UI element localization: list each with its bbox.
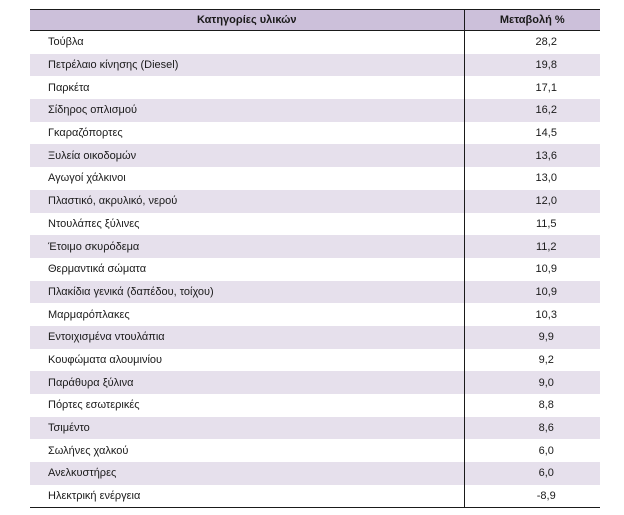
material-category-cell: Παράθυρα ξύλινα [30, 371, 465, 394]
table-row: Μαρμαρόπλακες 10,3 [30, 303, 600, 326]
material-category-cell: Ανελκυστήρες [30, 462, 465, 485]
table-row: Τσιμέντο 8,6 [30, 416, 600, 440]
table-row: Κουφώματα αλουμινίου 9,2 [30, 348, 600, 372]
material-category-cell: Αγωγοί χάλκινοι [30, 167, 465, 190]
change-percent-cell: 6,0 [464, 462, 600, 485]
table-row: Έτοιμο σκυρόδεμα 11,2 [30, 235, 600, 258]
material-category-cell: Παρκέτα [30, 76, 465, 100]
material-category-cell: Σωλήνες χαλκού [30, 439, 465, 463]
table-row: Ηλεκτρική ενέργεια -8,9 [30, 484, 600, 509]
change-percent-cell: 9,2 [538, 353, 554, 366]
table-row: Πλαστικό, ακρυλικό, νερού 12,0 [30, 189, 600, 213]
material-category-cell: Πλαστικό, ακρυλικό, νερού [30, 189, 465, 213]
change-percent-cell: 14,5 [535, 127, 557, 140]
change-percent-cell: 13,6 [464, 144, 600, 168]
material-category-cell: Γκαραζόπορτες [30, 121, 465, 145]
change-percent-cell: 19,8 [464, 53, 600, 77]
table-row: Θερμαντικά σώματα 10,9 [30, 257, 600, 281]
change-percent-cell: 12,0 [464, 189, 600, 213]
table-row: Πλακίδια γενικά (δαπέδου, τοίχου) 10,9 [30, 280, 600, 304]
change-percent-cell: 17,1 [535, 81, 557, 94]
table-row: Τούβλα 28,2 [30, 30, 600, 54]
change-percent-cell: -8,9 [464, 484, 600, 509]
change-percent-cell: 10,9 [464, 280, 600, 304]
change-percent-cell: 10,3 [535, 308, 557, 321]
material-category-cell: Θερμαντικά σώματα [30, 257, 465, 281]
change-percent-cell: 6,0 [538, 444, 554, 457]
table-row: Σωλήνες χαλκού 6,0 [30, 439, 600, 463]
table-row: Γκαραζόπορτες 14,5 [30, 121, 600, 145]
table-row: Σίδηρος οπλισμού 16,2 [30, 99, 600, 122]
change-percent-cell: 13,0 [535, 172, 557, 185]
header-category: Κατηγορίες υλικών [30, 9, 465, 31]
material-category-cell: Κουφώματα αλουμινίου [30, 348, 465, 372]
material-category-cell: Τούβλα [30, 30, 465, 54]
material-category-cell: Έτοιμο σκυρόδεμα [30, 235, 465, 258]
material-category-cell: Μαρμαρόπλακες [30, 303, 465, 326]
change-percent-cell: 9,0 [464, 371, 600, 394]
change-percent-cell: 8,6 [464, 416, 600, 440]
material-category-cell: Πλακίδια γενικά (δαπέδου, τοίχου) [30, 280, 465, 304]
table-row: Ντουλάπες ξύλινες 11,5 [30, 212, 600, 236]
material-category-cell: Ντουλάπες ξύλινες [30, 212, 465, 236]
material-category-cell: Εντοιχισμένα ντουλάπια [30, 325, 465, 349]
table-row: Πετρέλαιο κίνησης (Diesel) 19,8 [30, 53, 600, 77]
table-body: Τούβλα 28,2 Πετρέλαιο κίνησης (Diesel) 19,8… [30, 30, 600, 509]
material-category-cell: Ξυλεία οικοδομών [30, 144, 465, 168]
table-row: Ανελκυστήρες 6,0 [30, 462, 600, 485]
change-percent-cell: 11,5 [535, 217, 557, 230]
table-row: Πόρτες εσωτερικές 8,8 [30, 394, 600, 417]
header-row: Κατηγορίες υλικών Μεταβολή % [30, 9, 600, 31]
table-row: Παράθυρα ξύλινα 9,0 [30, 371, 600, 394]
table-row: Εντοιχισμένα ντουλάπια 9,9 [30, 325, 600, 349]
change-percent-cell: 10,9 [535, 263, 557, 276]
table-row: Αγωγοί χάλκινοι 13,0 [30, 167, 600, 190]
material-category-cell: Σίδηρος οπλισμού [30, 99, 465, 122]
table-row: Παρκέτα 17,1 [30, 76, 600, 100]
material-category-cell: Τσιμέντο [30, 416, 465, 440]
table-row: Ξυλεία οικοδομών 13,6 [30, 144, 600, 168]
material-category-cell: Πόρτες εσωτερικές [30, 394, 465, 417]
materials-price-change-table: Κατηγορίες υλικών Μεταβολή % Τούβλα 28,2 Π… [30, 9, 600, 509]
change-percent-cell: 16,2 [464, 99, 600, 122]
change-percent-cell: 11,2 [464, 235, 600, 258]
material-category-cell: Ηλεκτρική ενέργεια [30, 484, 465, 509]
table-header: Κατηγορίες υλικών Μεταβολή % [30, 9, 600, 31]
material-category-cell: Πετρέλαιο κίνησης (Diesel) [30, 53, 465, 77]
change-percent-cell: 8,8 [538, 399, 554, 412]
header-change-percent: Μεταβολή % [464, 9, 600, 31]
change-percent-cell: 28,2 [535, 36, 557, 49]
change-percent-cell: 9,9 [464, 325, 600, 349]
